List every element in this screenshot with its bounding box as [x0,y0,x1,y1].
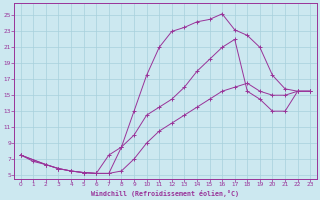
X-axis label: Windchill (Refroidissement éolien,°C): Windchill (Refroidissement éolien,°C) [92,190,239,197]
